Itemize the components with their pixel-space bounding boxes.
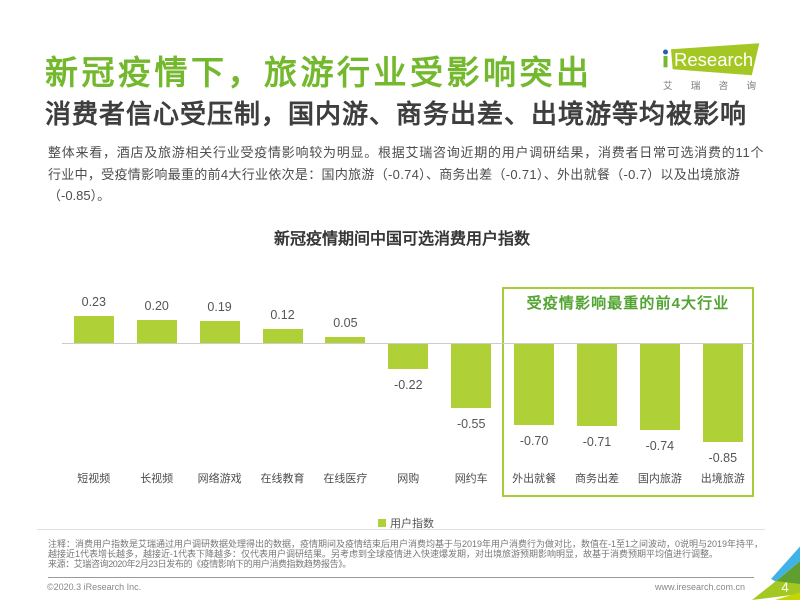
svg-text:Research: Research (674, 49, 753, 70)
